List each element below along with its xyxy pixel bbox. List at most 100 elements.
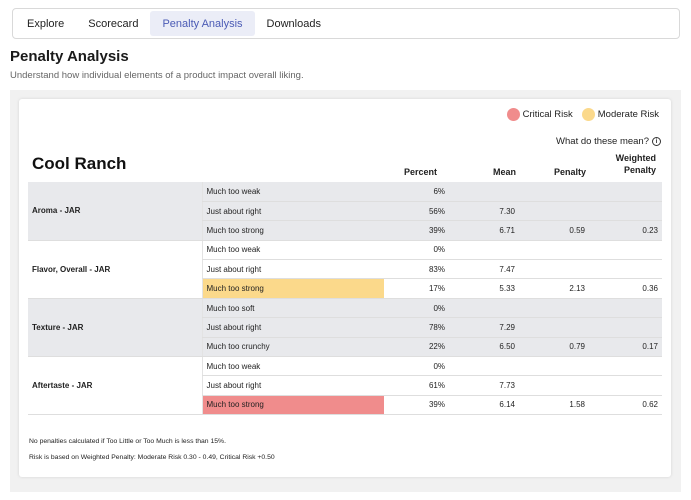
penalty-cell (519, 375, 589, 396)
penalty-cell (519, 201, 589, 222)
penalty-cell: 0.79 (519, 337, 589, 358)
level-cell: Just about right (201, 375, 384, 396)
note-threshold: No penalties calculated if Too Little or… (29, 438, 226, 445)
weighted-penalty-cell (589, 356, 662, 377)
level-cell: Much too weak (201, 240, 384, 261)
tab-scorecard[interactable]: Scorecard (88, 17, 139, 30)
table-row: Just about right 61% 7.73 (28, 375, 662, 396)
percent-cell: 83% (384, 259, 449, 280)
percent-cell: 78% (384, 317, 449, 338)
note-risk: Risk is based on Weighted Penalty: Moder… (29, 454, 275, 461)
attribute-label: Texture - JAR (28, 298, 202, 358)
penalty-cell: 0.59 (519, 220, 589, 241)
level-cell: Just about right (201, 317, 384, 338)
penalty-cell: 2.13 (519, 278, 589, 299)
tab-downloads[interactable]: Downloads (266, 17, 321, 30)
level-cell: Much too strong (201, 395, 384, 416)
percent-cell: 6% (384, 182, 449, 202)
header-mean: Mean (493, 167, 517, 177)
table-row: Much too strong 17% 5.33 2.13 0.36 (28, 278, 662, 299)
header-weighted-penalty: Weighted Penalty (611, 152, 656, 176)
table-row: Texture - JAR Much too soft 0% (28, 298, 662, 358)
info-icon: i (652, 137, 661, 146)
page-title: Penalty Analysis (10, 48, 129, 65)
table-row: Aftertaste - JAR Much too weak 0% (28, 356, 662, 416)
percent-cell: 39% (384, 395, 449, 416)
mean-cell: 5.33 (449, 278, 519, 299)
table-row: Just about right 56% 7.30 (28, 201, 662, 222)
weighted-penalty-cell (589, 182, 662, 202)
weighted-penalty-cell: 0.36 (589, 278, 662, 299)
tab-bar: Explore Scorecard Penalty Analysis Downl… (12, 8, 680, 39)
attribute-label: Aftertaste - JAR (28, 356, 202, 416)
percent-cell: 0% (384, 240, 449, 261)
penalty-cell (519, 317, 589, 338)
weighted-penalty-cell (589, 259, 662, 280)
percent-cell: 56% (384, 201, 449, 222)
legend-critical-label: Critical Risk (522, 109, 573, 120)
attribute-label: Aroma - JAR (28, 182, 202, 241)
table-row: Just about right 83% 7.47 (28, 259, 662, 280)
weighted-penalty-cell (589, 201, 662, 222)
weighted-penalty-cell (589, 317, 662, 338)
help-link[interactable]: What do these mean? i (556, 136, 661, 147)
penalty-cell: 1.58 (519, 395, 589, 416)
weighted-penalty-cell: 0.23 (589, 220, 662, 241)
penalty-table: Aroma - JAR Much too weak 6% Just about rig… (28, 182, 662, 416)
legend-critical: Critical Risk (506, 108, 573, 121)
header-weighted-line2: Penalty (623, 165, 656, 175)
tab-explore[interactable]: Explore (27, 17, 65, 30)
table-row: Much too strong 39% 6.71 0.59 0.23 (28, 220, 662, 241)
risk-legend: Critical Risk Moderate Risk (498, 108, 659, 121)
weighted-penalty-cell (589, 298, 662, 319)
percent-cell: 17% (384, 278, 449, 299)
header-percent: Percent (404, 167, 438, 177)
mean-cell: 6.14 (449, 395, 519, 416)
mean-cell (449, 298, 519, 319)
critical-dot-icon (506, 108, 520, 121)
attribute-label: Flavor, Overall - JAR (28, 240, 202, 299)
table-row: Flavor, Overall - JAR Much too weak 0% (28, 240, 662, 299)
percent-cell: 0% (384, 356, 449, 377)
weighted-penalty-cell: 0.17 (589, 337, 662, 358)
penalty-cell (519, 356, 589, 377)
level-cell: Much too crunchy (201, 337, 384, 358)
level-cell: Much too weak (201, 182, 384, 202)
level-cell: Much too soft (201, 298, 384, 319)
help-link-label: What do these mean? (556, 136, 649, 147)
legend-moderate-label: Moderate Risk (597, 109, 659, 120)
weighted-penalty-cell: 0.62 (589, 395, 662, 416)
weighted-penalty-cell (589, 375, 662, 396)
mean-cell (449, 356, 519, 377)
weighted-penalty-cell (589, 240, 662, 261)
page-subtitle: Understand how individual elements of a … (10, 70, 304, 81)
header-weighted-line1: Weighted (615, 153, 656, 163)
table-row: Much too strong 39% 6.14 1.58 0.62 (28, 395, 662, 416)
mean-cell: 7.29 (449, 317, 519, 338)
legend-moderate: Moderate Risk (581, 108, 659, 121)
mean-cell (449, 240, 519, 261)
level-cell: Much too strong (201, 278, 384, 299)
tab-penalty-analysis[interactable]: Penalty Analysis (150, 11, 255, 36)
level-cell: Much too weak (201, 356, 384, 377)
mean-cell (449, 182, 519, 202)
penalty-cell (519, 182, 589, 202)
table-row: Aroma - JAR Much too weak 6% (28, 182, 662, 241)
mean-cell: 7.73 (449, 375, 519, 396)
product-name: Cool Ranch (32, 154, 127, 173)
level-cell: Just about right (201, 259, 384, 280)
percent-cell: 0% (384, 298, 449, 319)
level-cell: Much too strong (201, 220, 384, 241)
level-cell: Just about right (201, 201, 384, 222)
moderate-dot-icon (581, 108, 595, 121)
mean-cell: 7.30 (449, 201, 519, 222)
table-row: Just about right 78% 7.29 (28, 317, 662, 338)
percent-cell: 22% (384, 337, 449, 358)
mean-cell: 7.47 (449, 259, 519, 280)
percent-cell: 61% (384, 375, 449, 396)
penalty-cell (519, 259, 589, 280)
header-penalty: Penalty (554, 167, 587, 177)
percent-cell: 39% (384, 220, 449, 241)
mean-cell: 6.50 (449, 337, 519, 358)
penalty-card: Critical Risk Moderate Risk What do thes… (19, 99, 671, 477)
